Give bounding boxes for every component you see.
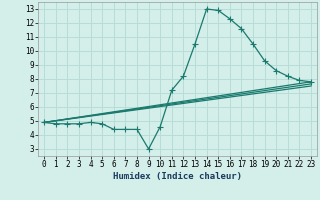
X-axis label: Humidex (Indice chaleur): Humidex (Indice chaleur)	[113, 172, 242, 181]
